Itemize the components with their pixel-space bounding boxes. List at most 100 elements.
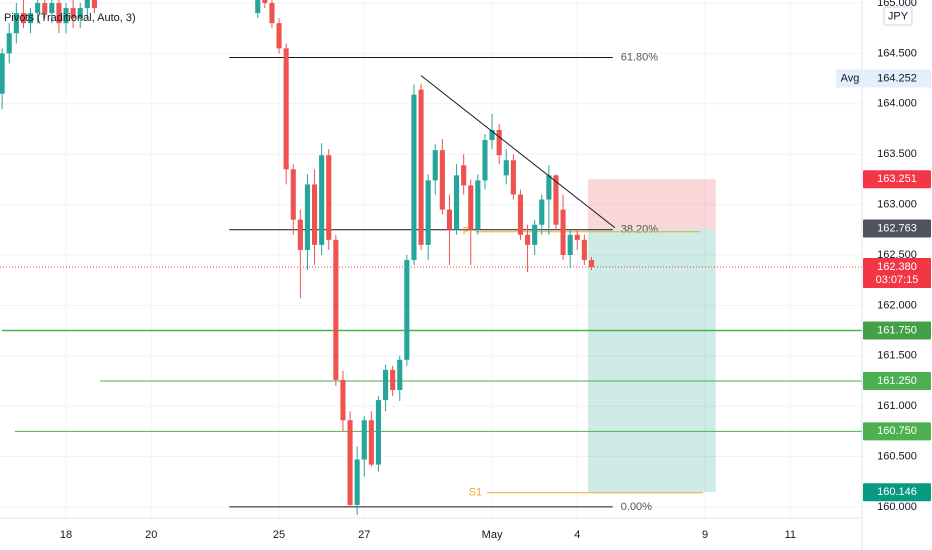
- candle-body: [42, 3, 48, 14]
- candle-body: [63, 8, 69, 24]
- candle-body: [574, 234, 580, 240]
- pivot-label: S1: [469, 487, 482, 499]
- candle-body: [411, 94, 417, 261]
- x-tick-label: 25: [273, 529, 285, 541]
- fib-label: 38.20%: [621, 224, 659, 236]
- candle-body: [539, 199, 545, 225]
- avg-value: 164.252: [877, 72, 917, 84]
- y-tick-label: 162.000: [877, 299, 917, 311]
- stop-zone: [587, 179, 716, 229]
- candle-body: [368, 420, 374, 465]
- currency[interactable]: JPY: [888, 10, 909, 22]
- candle-body: [20, 13, 26, 24]
- candle-body: [510, 160, 516, 195]
- candle-body: [269, 3, 275, 24]
- candle-body: [546, 175, 552, 200]
- candle-body: [283, 48, 289, 170]
- candle-body: [383, 369, 389, 401]
- candle-body: [361, 420, 367, 460]
- candle-body: [425, 180, 431, 245]
- candle-body: [255, 0, 261, 14]
- candle-body: [560, 209, 566, 255]
- price-tag-label: 161.750: [877, 324, 917, 336]
- indicator-label: Pivots (Traditional, Auto, 3): [4, 12, 136, 24]
- price-tag-label: 161.250: [877, 375, 917, 387]
- candle-body: [333, 239, 339, 380]
- candle-body: [567, 234, 573, 255]
- candle-body: [461, 165, 467, 186]
- candle-body: [49, 3, 55, 14]
- avg-name: Avg: [841, 72, 860, 84]
- price-tag-label: 160.146: [877, 486, 917, 498]
- price-tag: [863, 219, 931, 238]
- candle-body: [532, 224, 538, 245]
- candle-body: [475, 180, 481, 230]
- x-tick-label: 27: [358, 529, 370, 541]
- candle-body: [489, 130, 495, 141]
- y-tick-label: 161.500: [877, 350, 917, 362]
- x-tick-label: 9: [702, 529, 708, 541]
- price-tag: [863, 483, 931, 502]
- price-tag: [863, 170, 931, 189]
- price-tag: [863, 321, 931, 340]
- candle-body: [304, 184, 311, 250]
- y-tick-label: 163.000: [877, 198, 917, 210]
- candle-body: [397, 359, 403, 391]
- price-tag-label: 163.251: [877, 173, 917, 185]
- fib-label: 61.80%: [621, 51, 659, 63]
- x-tick-label: 11: [785, 529, 796, 541]
- fib-label: 0.00%: [621, 501, 652, 513]
- y-tick-label: 161.000: [877, 400, 917, 412]
- y-tick-label: 163.500: [877, 148, 917, 160]
- candle-body: [439, 150, 445, 210]
- candle-body: [347, 420, 353, 505]
- y-tick-label: 164.500: [877, 47, 917, 59]
- candle-body: [404, 260, 410, 360]
- trendline: [420, 75, 616, 229]
- candle-body: [84, 0, 90, 9]
- candle-body: [290, 169, 296, 220]
- candle-body: [503, 160, 509, 176]
- axes: 160.000 160.500 161.000 161.500 162.000 162.5…: [60, 0, 931, 541]
- x-tick-label: 4: [574, 529, 580, 541]
- countdown: 03:07:15: [876, 274, 919, 286]
- x-tick-label: 18: [60, 529, 72, 541]
- candle-body: [70, 8, 76, 19]
- y-tick-label: 162.500: [877, 249, 917, 261]
- candle-body: [446, 209, 453, 230]
- candle-body: [27, 13, 34, 24]
- candle-body: [13, 13, 19, 34]
- candle-body: [390, 369, 396, 391]
- y-tick-label: 164.000: [877, 98, 917, 110]
- candle-body: [35, 3, 41, 14]
- currency-box[interactable]: [883, 6, 913, 26]
- candle-body: [581, 239, 587, 261]
- y-tick-label: 160.000: [877, 501, 917, 513]
- candle-body: [553, 175, 559, 225]
- price-tag: [863, 258, 931, 289]
- plot-area: 61.80% 38.20% 0.00% P S1: [0, 0, 862, 515]
- candle-body: [326, 155, 332, 240]
- candle-body: [0, 53, 5, 94]
- target-zone: [587, 228, 716, 493]
- candle-body: [262, 0, 268, 4]
- candle-body: [454, 175, 460, 230]
- candle-body: [432, 150, 438, 181]
- price-tag-label: 162.763: [877, 222, 917, 234]
- candle-body: [525, 234, 531, 245]
- candle-body: [468, 185, 474, 230]
- avg-tag: [836, 69, 931, 88]
- candle-body: [319, 155, 325, 245]
- x-tick-label: May: [482, 529, 503, 541]
- candle-body: [297, 219, 303, 250]
- y-tick-label: 165.000: [877, 0, 917, 9]
- y-tick-label: 160.500: [877, 450, 917, 462]
- candle-body: [496, 130, 502, 156]
- candle-body: [517, 194, 524, 235]
- pivot-label: P: [463, 226, 470, 238]
- candle-body: [91, 0, 97, 9]
- candle-body: [77, 8, 83, 19]
- candle-body: [375, 400, 382, 465]
